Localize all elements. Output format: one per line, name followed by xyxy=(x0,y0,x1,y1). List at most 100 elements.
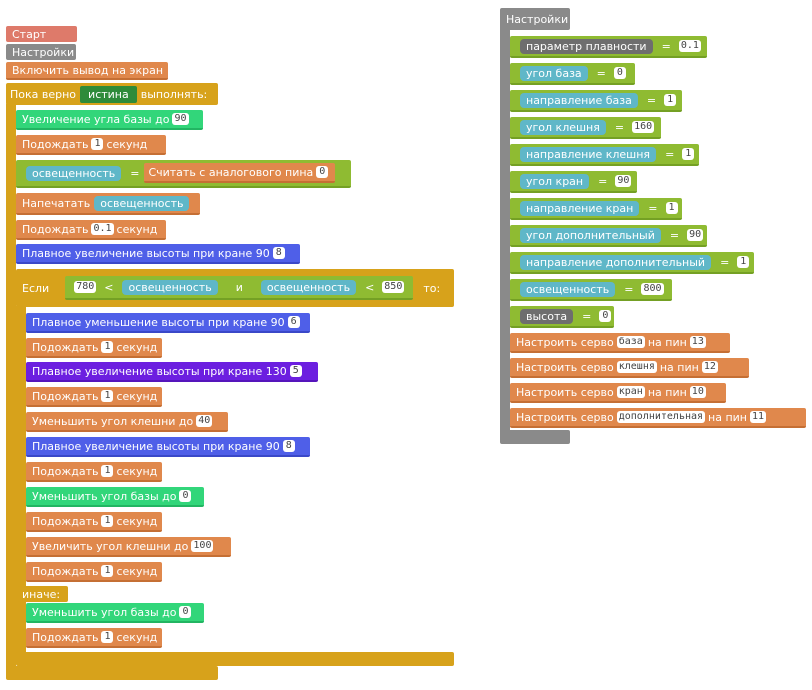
decrease-base-angle-block[interactable]: Уменьшить угол базы до 0 xyxy=(26,487,204,507)
variable-value[interactable]: 0.1 xyxy=(678,40,701,52)
true-condition-block[interactable]: истина xyxy=(80,85,137,103)
variable-value[interactable]: 0 xyxy=(599,310,612,322)
lower-bound-value[interactable]: 780 xyxy=(74,281,97,293)
variable-value[interactable]: 160 xyxy=(632,121,655,133)
wait-value[interactable]: 1 xyxy=(101,631,114,643)
decrease-base-angle-block[interactable]: Уменьшить угол базы до 0 xyxy=(26,603,204,623)
read-analog-pin-block[interactable]: Считать с аналогового пина 0 xyxy=(144,163,336,183)
set-variable-block[interactable]: угол клешня = 160 xyxy=(510,117,661,139)
wait-block[interactable]: Подождать 1 секунд xyxy=(26,628,162,648)
light-variable[interactable]: освещенность xyxy=(260,279,357,295)
decrease-base-angle-value[interactable]: 0 xyxy=(179,606,192,618)
variable-value[interactable]: 1 xyxy=(664,94,677,106)
smooth-lower-height-block[interactable]: Плавное уменьшение высоты при кране 90 6 xyxy=(26,313,310,333)
servo-name-value[interactable]: база xyxy=(616,336,645,348)
smooth-raise-height-block[interactable]: Плавное увеличение высоты при кране 90 8 xyxy=(16,244,300,264)
increase-base-angle-value[interactable]: 90 xyxy=(172,113,189,125)
pin-value[interactable]: 12 xyxy=(701,361,718,373)
variable-name[interactable]: высота xyxy=(520,308,574,324)
decrease-base-angle-label: Уменьшить угол базы до xyxy=(32,605,177,619)
pin-value[interactable]: 10 xyxy=(689,386,706,398)
wait-block[interactable]: Подождать 1 секунд xyxy=(26,512,162,532)
wait-block[interactable]: Подождать 1 секунд xyxy=(26,562,162,582)
variable-name[interactable]: угол кран xyxy=(520,173,590,189)
smooth-raise-height-block[interactable]: Плавное увеличение высоты при кране 90 8 xyxy=(26,437,310,457)
pin-value[interactable]: 11 xyxy=(750,411,767,423)
wait-block[interactable]: Подождать 0.1 секунд xyxy=(16,220,166,240)
set-variable-block[interactable]: высота = 0 xyxy=(510,306,614,328)
setup-call-block[interactable]: Настройки xyxy=(6,44,76,60)
increase-base-angle-block[interactable]: Увеличение угла базы до 90 xyxy=(16,110,203,130)
if-block-header[interactable]: Если 780 < освещенность и освещенность <… xyxy=(16,269,454,307)
variable-name[interactable]: направление дополнительный xyxy=(520,254,712,270)
servo-name-value[interactable]: дополнительная xyxy=(616,411,706,423)
pin-value[interactable]: 13 xyxy=(689,336,706,348)
set-variable-block[interactable]: угол кран = 90 xyxy=(510,171,637,193)
set-variable-block[interactable]: направление клешня = 1 xyxy=(510,144,699,166)
wait-value[interactable]: 1 xyxy=(101,465,114,477)
decrease-claw-angle-block[interactable]: Уменьшить угол клешни до 40 xyxy=(26,412,228,432)
set-variable-block[interactable]: освещенность = 800 xyxy=(510,279,672,301)
set-variable-block[interactable]: угол дополнительный = 90 xyxy=(510,225,707,247)
analog-pin-value[interactable]: 0 xyxy=(316,166,329,178)
wait-value[interactable]: 1 xyxy=(91,138,104,150)
smooth-lower-height-value[interactable]: 6 xyxy=(287,316,300,328)
set-variable-block[interactable]: параметр плавности = 0.1 xyxy=(510,36,707,58)
decrease-base-angle-label: Уменьшить угол базы до xyxy=(32,489,177,503)
variable-name[interactable]: направление база xyxy=(520,92,638,108)
wait-block[interactable]: Подождать 1 секунд xyxy=(16,135,166,155)
variable-value[interactable]: 1 xyxy=(665,202,678,214)
variable-value[interactable]: 90 xyxy=(687,229,704,241)
increase-claw-angle-value[interactable]: 100 xyxy=(191,540,214,552)
configure-servo-block[interactable]: Настроить серво дополнительная на пин 11 xyxy=(510,408,806,428)
wait-value[interactable]: 1 xyxy=(101,390,114,402)
variable-value[interactable]: 1 xyxy=(682,148,695,160)
configure-servo-block[interactable]: Настроить серво клешня на пин 12 xyxy=(510,358,749,378)
set-variable-block[interactable]: направление кран = 1 xyxy=(510,198,682,220)
wait-value[interactable]: 1 xyxy=(101,341,114,353)
wait-value[interactable]: 1 xyxy=(101,515,114,527)
set-variable-block[interactable]: угол база = 0 xyxy=(510,63,635,85)
wait-block[interactable]: Подождать 1 секунд xyxy=(26,338,162,358)
wait-block[interactable]: Подождать 1 секунд xyxy=(26,462,162,482)
and-operator: и xyxy=(235,280,243,294)
light-variable[interactable]: освещенность xyxy=(122,279,218,295)
decrease-base-angle-value[interactable]: 0 xyxy=(179,490,192,502)
variable-name[interactable]: угол база xyxy=(520,65,588,81)
variable-name[interactable]: угол клешня xyxy=(520,119,606,135)
set-variable-block[interactable]: направление дополнительный = 1 xyxy=(510,252,754,274)
servo-name-value[interactable]: клешня xyxy=(616,361,657,373)
enable-display-block[interactable]: Включить вывод на экран xyxy=(6,62,168,80)
smooth-raise-height-block[interactable]: Плавное увеличение высоты при кране 130 … xyxy=(26,362,318,382)
servo-name-value[interactable]: кран xyxy=(616,386,645,398)
variable-name[interactable]: освещенность xyxy=(520,281,616,297)
while-loop-header[interactable]: Пока верно истина выполнять: xyxy=(6,83,218,105)
start-hat-block[interactable]: Старт xyxy=(6,26,77,42)
increase-claw-angle-block[interactable]: Увеличить угол клешни до 100 xyxy=(26,537,231,557)
configure-servo-block[interactable]: Настроить серво база на пин 13 xyxy=(510,333,730,353)
variable-name[interactable]: направление клешня xyxy=(520,146,657,162)
variable-value[interactable]: 1 xyxy=(737,256,750,268)
set-light-variable-block[interactable]: освещенность = Считать с аналогового пин… xyxy=(16,160,351,188)
print-block[interactable]: Напечатать освещенность xyxy=(16,193,200,215)
upper-bound-value[interactable]: 850 xyxy=(382,281,405,293)
wait-value[interactable]: 1 xyxy=(101,565,114,577)
decrease-claw-angle-value[interactable]: 40 xyxy=(196,415,213,427)
smooth-raise-height-value[interactable]: 8 xyxy=(282,440,295,452)
variable-value[interactable]: 800 xyxy=(641,283,664,295)
variable-name[interactable]: направление кран xyxy=(520,200,640,216)
variable-name[interactable]: параметр плавности xyxy=(520,38,653,54)
settings-procedure-hat[interactable]: Настройки xyxy=(500,8,570,30)
wait-value[interactable]: 0.1 xyxy=(91,223,114,235)
smooth-raise-height-value[interactable]: 8 xyxy=(272,247,285,259)
compare-and-block[interactable]: 780 < освещенность и освещенность < 850 xyxy=(65,276,414,300)
wait-block[interactable]: Подождать 1 секунд xyxy=(26,387,162,407)
variable-name[interactable]: угол дополнительный xyxy=(520,227,661,243)
set-variable-block[interactable]: направление база = 1 xyxy=(510,90,682,112)
configure-servo-block[interactable]: Настроить серво кран на пин 10 xyxy=(510,383,726,403)
variable-value[interactable]: 90 xyxy=(615,175,632,187)
light-variable[interactable]: освещенность xyxy=(26,165,122,181)
smooth-raise-height-value[interactable]: 5 xyxy=(289,365,302,377)
variable-value[interactable]: 0 xyxy=(613,67,626,79)
print-variable[interactable]: освещенность xyxy=(94,195,190,211)
